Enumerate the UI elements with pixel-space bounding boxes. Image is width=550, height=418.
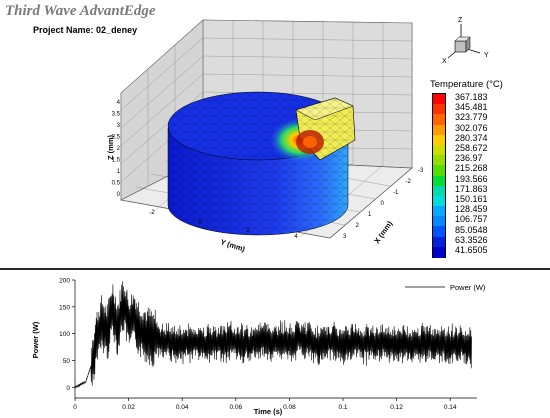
power-y-tick-label: 0 xyxy=(66,385,70,392)
z-tick-label: 3.5 xyxy=(112,112,121,118)
y-axis-ticks: -2 0 2 4 xyxy=(149,210,298,240)
temperature-legend-value: 367.183 xyxy=(455,92,488,102)
power-x-tick-label: 0.14 xyxy=(444,404,457,411)
panel-separator xyxy=(0,268,550,270)
power-x-tick-label: 0.06 xyxy=(229,404,242,411)
orientation-gizmo[interactable]: Z X Y xyxy=(442,17,489,65)
colorbar-segment xyxy=(433,206,445,217)
x-tick-label: -1 xyxy=(393,190,399,196)
colorbar-segment xyxy=(433,94,445,105)
power-x-tick-label: 0.1 xyxy=(338,404,347,411)
z-axis-label: Z (mm) xyxy=(106,135,115,161)
y-tick-label: 0 xyxy=(198,220,202,226)
temperature-legend-value: 236.97 xyxy=(455,153,483,164)
power-x-tick-label: 0.08 xyxy=(283,404,296,411)
colorbar-segment xyxy=(433,155,445,166)
temperature-legend-value: 323.779 xyxy=(455,112,488,123)
temperature-legend-value: 63.3526 xyxy=(455,234,488,245)
temperature-legend-value: 215.268 xyxy=(455,163,488,174)
power-x-tick-label: 0.02 xyxy=(122,404,135,411)
simulation-3d-view[interactable]: 0 0.5 1 1.5 2 2.5 3 3.5 4 -2 0 2 4 -3 -2 -1 0 1 2 3 Y (mm… xyxy=(0,0,550,268)
y-tick-label: -2 xyxy=(149,210,155,216)
gizmo-x-label: X xyxy=(442,58,447,65)
z-tick-label: 2 xyxy=(117,146,121,152)
power-series-line xyxy=(74,281,472,389)
temperature-legend-value: 171.863 xyxy=(455,183,488,194)
x-tick-label: 1 xyxy=(368,212,372,218)
power-y-tick-label: 150 xyxy=(59,304,70,311)
z-axis-ticks: 0 0.5 1 1.5 2 2.5 3 3.5 4 xyxy=(112,100,121,198)
temperature-legend-value: 128.459 xyxy=(455,204,488,215)
gizmo-y-label: Y xyxy=(484,52,489,59)
power-y-axis-label: Power (W) xyxy=(31,321,40,358)
temperature-legend-value: 150.161 xyxy=(455,194,488,204)
z-tick-label: 2.5 xyxy=(112,135,121,141)
colorbar-segment xyxy=(433,104,445,115)
colorbar-segment xyxy=(433,195,445,207)
x-tick-label: 2 xyxy=(356,223,360,229)
x-axis-ticks: -3 -2 -1 0 1 2 3 xyxy=(343,168,424,240)
temperature-colorbar xyxy=(432,93,446,258)
temperature-legend-value: 280.374 xyxy=(455,132,488,143)
y-axis-label: Y (mm) xyxy=(219,237,246,254)
temperature-legend-value: 345.481 xyxy=(455,102,488,113)
x-tick-label: 3 xyxy=(343,234,347,240)
temperature-legend-value: 193.566 xyxy=(455,173,488,184)
colorbar-segment xyxy=(433,226,445,238)
temperature-legend-value: 106.757 xyxy=(455,214,488,225)
colorbar-segment xyxy=(433,165,445,176)
colorbar-segment xyxy=(433,246,445,258)
power-x-tick-label: 0 xyxy=(73,404,77,411)
x-tick-label: -3 xyxy=(418,168,424,174)
colorbar-segment xyxy=(433,124,445,136)
colorbar-segment xyxy=(433,236,445,248)
power-legend-label: Power (W) xyxy=(450,283,486,292)
colorbar-segment xyxy=(433,216,445,227)
y-tick-label: 4 xyxy=(294,234,298,240)
project-name-line: Project Name: 02_deney xyxy=(33,25,137,35)
power-chart-axes: 0 0.02 0.04 0.06 0.08 0.1 0.12 0.14 0 50 100 150 200 xyxy=(59,278,477,411)
project-name-value: 02_deney xyxy=(96,25,138,35)
temperature-legend-value: 302.076 xyxy=(455,122,488,133)
z-tick-label: 0.5 xyxy=(112,181,121,187)
colorbar-segment xyxy=(433,144,445,156)
power-y-tick-label: 100 xyxy=(59,331,70,338)
x-tick-label: 0 xyxy=(381,201,385,207)
z-tick-label: 3 xyxy=(117,123,121,129)
z-tick-label: 1.5 xyxy=(112,158,121,164)
gizmo-z-label: Z xyxy=(458,17,463,24)
z-tick-label: 4 xyxy=(117,100,121,106)
power-x-tick-label: 0.12 xyxy=(390,404,403,411)
x-tick-label: -2 xyxy=(406,179,412,185)
temperature-legend-value: 41.6505 xyxy=(455,245,488,255)
z-tick-label: 1 xyxy=(117,169,121,175)
power-x-axis-label: Time (s) xyxy=(254,407,283,416)
temperature-legend-value: 85.0548 xyxy=(455,224,488,235)
temperature-legend-title: Temperature (°C) xyxy=(430,79,503,90)
colorbar-segment xyxy=(433,185,445,197)
colorbar-segment xyxy=(433,175,445,187)
power-x-tick-label: 0.04 xyxy=(176,404,189,411)
y-tick-label: 2 xyxy=(246,228,250,234)
power-y-tick-label: 50 xyxy=(63,358,71,365)
cutting-tool xyxy=(295,97,356,161)
colorbar-segment xyxy=(433,134,445,146)
x-axis-label: X (mm) xyxy=(372,219,394,245)
z-tick-label: 0 xyxy=(117,192,121,198)
temperature-legend-value: 258.672 xyxy=(455,143,488,153)
app-title: Third Wave AdvantEdge xyxy=(5,3,156,19)
colorbar-segment xyxy=(433,114,445,126)
power-y-tick-label: 200 xyxy=(59,278,70,285)
power-chart[interactable]: 0 0.02 0.04 0.06 0.08 0.1 0.12 0.14 0 50 100 150 200… xyxy=(0,270,550,418)
project-label: Project Name: xyxy=(33,25,94,35)
